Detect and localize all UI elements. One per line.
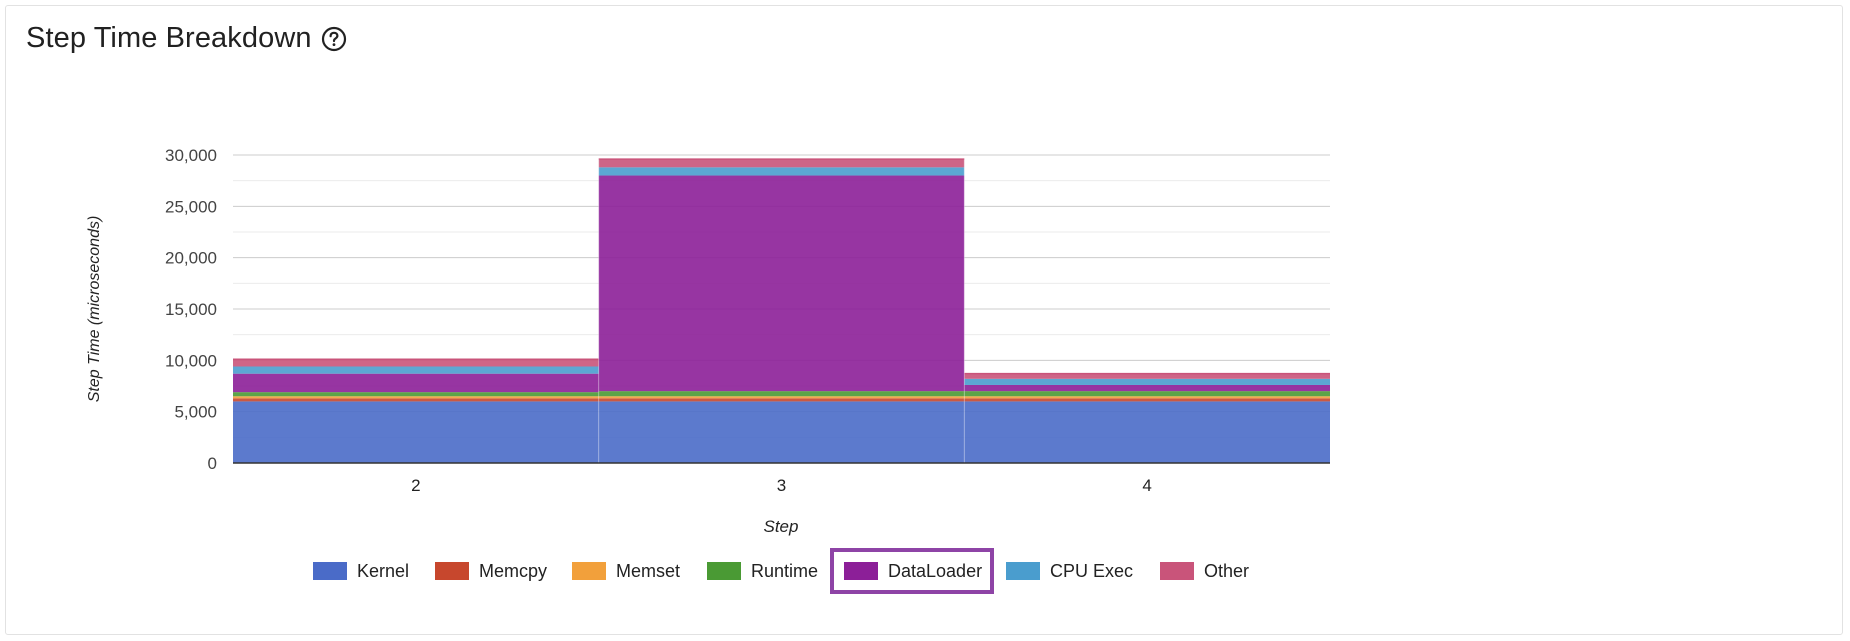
area-segment	[233, 366, 599, 374]
y-tick-label: 5,000	[174, 403, 217, 422]
area-segment	[598, 175, 965, 392]
legend-label: Memset	[616, 560, 681, 581]
stacked-areas	[233, 158, 1330, 463]
legend-item-runtime[interactable]: Runtime	[707, 548, 822, 594]
legend-swatch	[707, 562, 741, 580]
legend-item-memcpy[interactable]: Memcpy	[435, 548, 555, 594]
area-segment	[233, 373, 599, 393]
legend-label: Memcpy	[479, 560, 548, 581]
y-axis-label: Step Time (microseconds)	[86, 216, 103, 403]
area-segment	[598, 159, 965, 168]
legend-swatch	[313, 562, 347, 580]
legend-item-kernel[interactable]: Kernel	[313, 548, 423, 594]
y-tick-label: 15,000	[165, 300, 217, 319]
area-segment	[233, 396, 599, 399]
area-segment	[233, 401, 599, 463]
area-segment	[598, 391, 965, 397]
area-segment	[964, 391, 1330, 397]
area-segment	[964, 401, 1330, 463]
chart-legend: Kernel Memcpy Memset Runtime DataLoader CPU E…	[0, 548, 1850, 594]
area-segment	[233, 392, 599, 397]
series-memset	[233, 396, 1330, 399]
legend-item-other[interactable]: Other	[1160, 548, 1260, 594]
legend-label: Runtime	[751, 560, 819, 581]
area-segment	[598, 396, 965, 399]
series-cpu-exec	[233, 167, 1330, 385]
area-segment	[964, 396, 1330, 399]
area-segment	[964, 373, 1330, 379]
x-axis-label: Step	[764, 517, 799, 536]
x-tick-label: 3	[777, 476, 786, 495]
area-segment	[598, 401, 965, 463]
area-segment	[964, 398, 1330, 402]
series-runtime	[233, 391, 1330, 397]
series-memcpy	[233, 398, 1330, 402]
question-circle-icon[interactable]	[321, 26, 347, 52]
legend-swatch	[435, 562, 469, 580]
axes: 0 5,000 10,000 15,000 20,000 25,000 30,000 2 3 4	[165, 146, 1330, 495]
series-other	[233, 159, 1330, 379]
y-tick-label: 30,000	[165, 146, 217, 165]
legend-swatch	[844, 562, 878, 580]
legend-swatch	[1160, 562, 1194, 580]
area-segment	[233, 359, 599, 367]
legend-label: Kernel	[357, 560, 410, 581]
area-segment	[598, 167, 965, 176]
legend-item-cpu-exec[interactable]: CPU Exec	[1006, 548, 1136, 594]
legend-swatch	[1006, 562, 1040, 580]
area-segment	[964, 384, 1330, 392]
y-tick-label: 0	[208, 454, 217, 473]
area-segment	[598, 398, 965, 402]
legend-item-dataloader[interactable]: DataLoader	[830, 548, 994, 594]
legend-label: DataLoader	[888, 560, 983, 581]
legend-label: CPU Exec	[1050, 560, 1134, 581]
card-title: Step Time Breakdown	[26, 22, 312, 54]
legend-swatch	[572, 562, 606, 580]
series-dataloader	[233, 175, 1330, 393]
area-segment	[964, 378, 1330, 385]
y-tick-label: 20,000	[165, 249, 217, 268]
card-header: Step Time Breakdown	[26, 22, 347, 55]
area-segment	[233, 398, 599, 402]
x-tick-label: 4	[1142, 476, 1151, 495]
legend-label: Other	[1204, 560, 1250, 581]
legend-item-memset[interactable]: Memset	[572, 548, 687, 594]
x-tick-label: 2	[411, 476, 420, 495]
y-tick-label: 10,000	[165, 351, 217, 370]
y-tick-label: 25,000	[165, 197, 217, 216]
series-kernel	[233, 401, 1330, 463]
